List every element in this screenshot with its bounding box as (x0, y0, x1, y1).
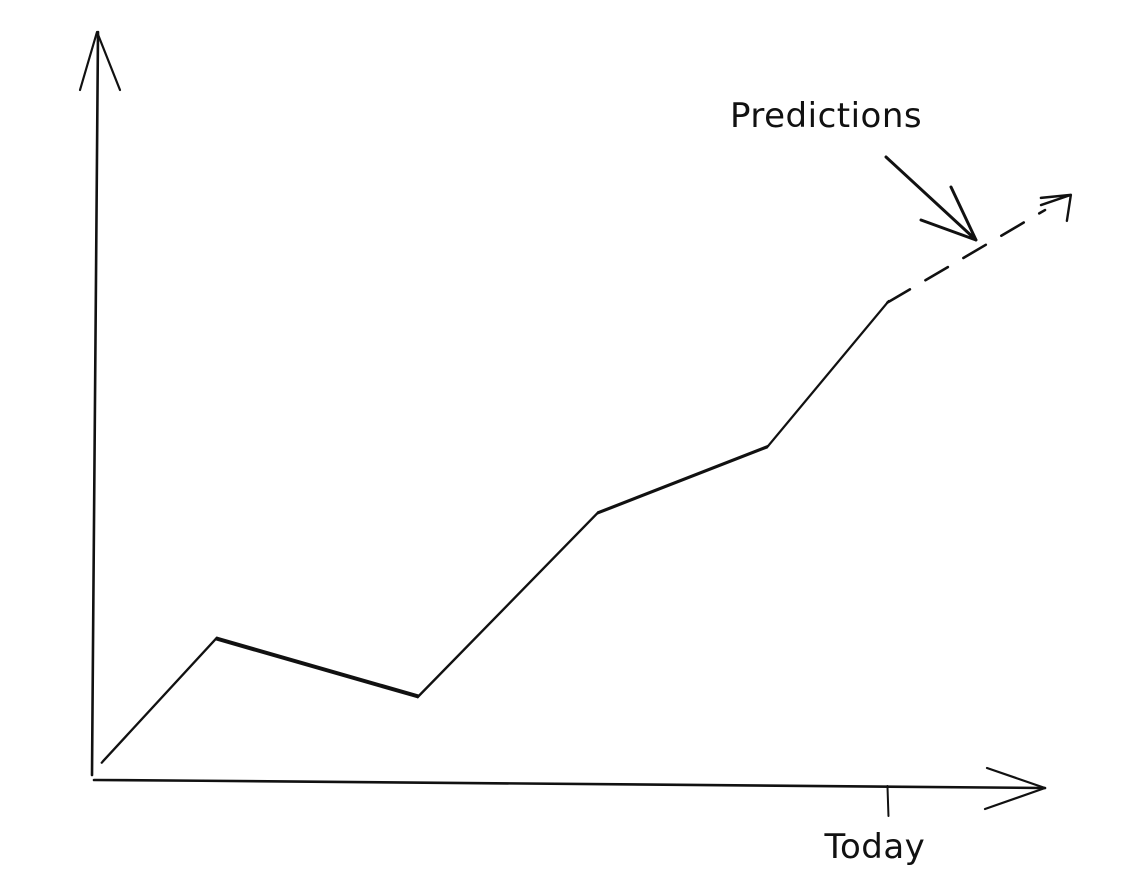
actual-segment (416, 511, 600, 699)
y-axis-line (90, 30, 100, 777)
actual-segment (100, 636, 218, 764)
series-line (100, 193, 1073, 764)
prediction-segment (886, 208, 1047, 304)
today-marker: Today (823, 785, 925, 867)
actual-segment (214, 636, 421, 699)
predictions-annotation: Predictions (730, 96, 978, 242)
actual-segment (595, 444, 770, 515)
axes (78, 30, 1047, 811)
today-label: Today (823, 827, 925, 867)
prediction-arrowhead-icon (1039, 193, 1073, 223)
x-axis-line (92, 778, 1047, 790)
actual-segment (765, 299, 890, 449)
predictions-label: Predictions (730, 96, 922, 136)
x-axis-arrowhead-icon (983, 766, 1047, 811)
today-tick (886, 785, 890, 817)
y-axis-arrowhead-icon (78, 30, 122, 92)
predictions-pointer-arrow-icon (884, 155, 978, 242)
